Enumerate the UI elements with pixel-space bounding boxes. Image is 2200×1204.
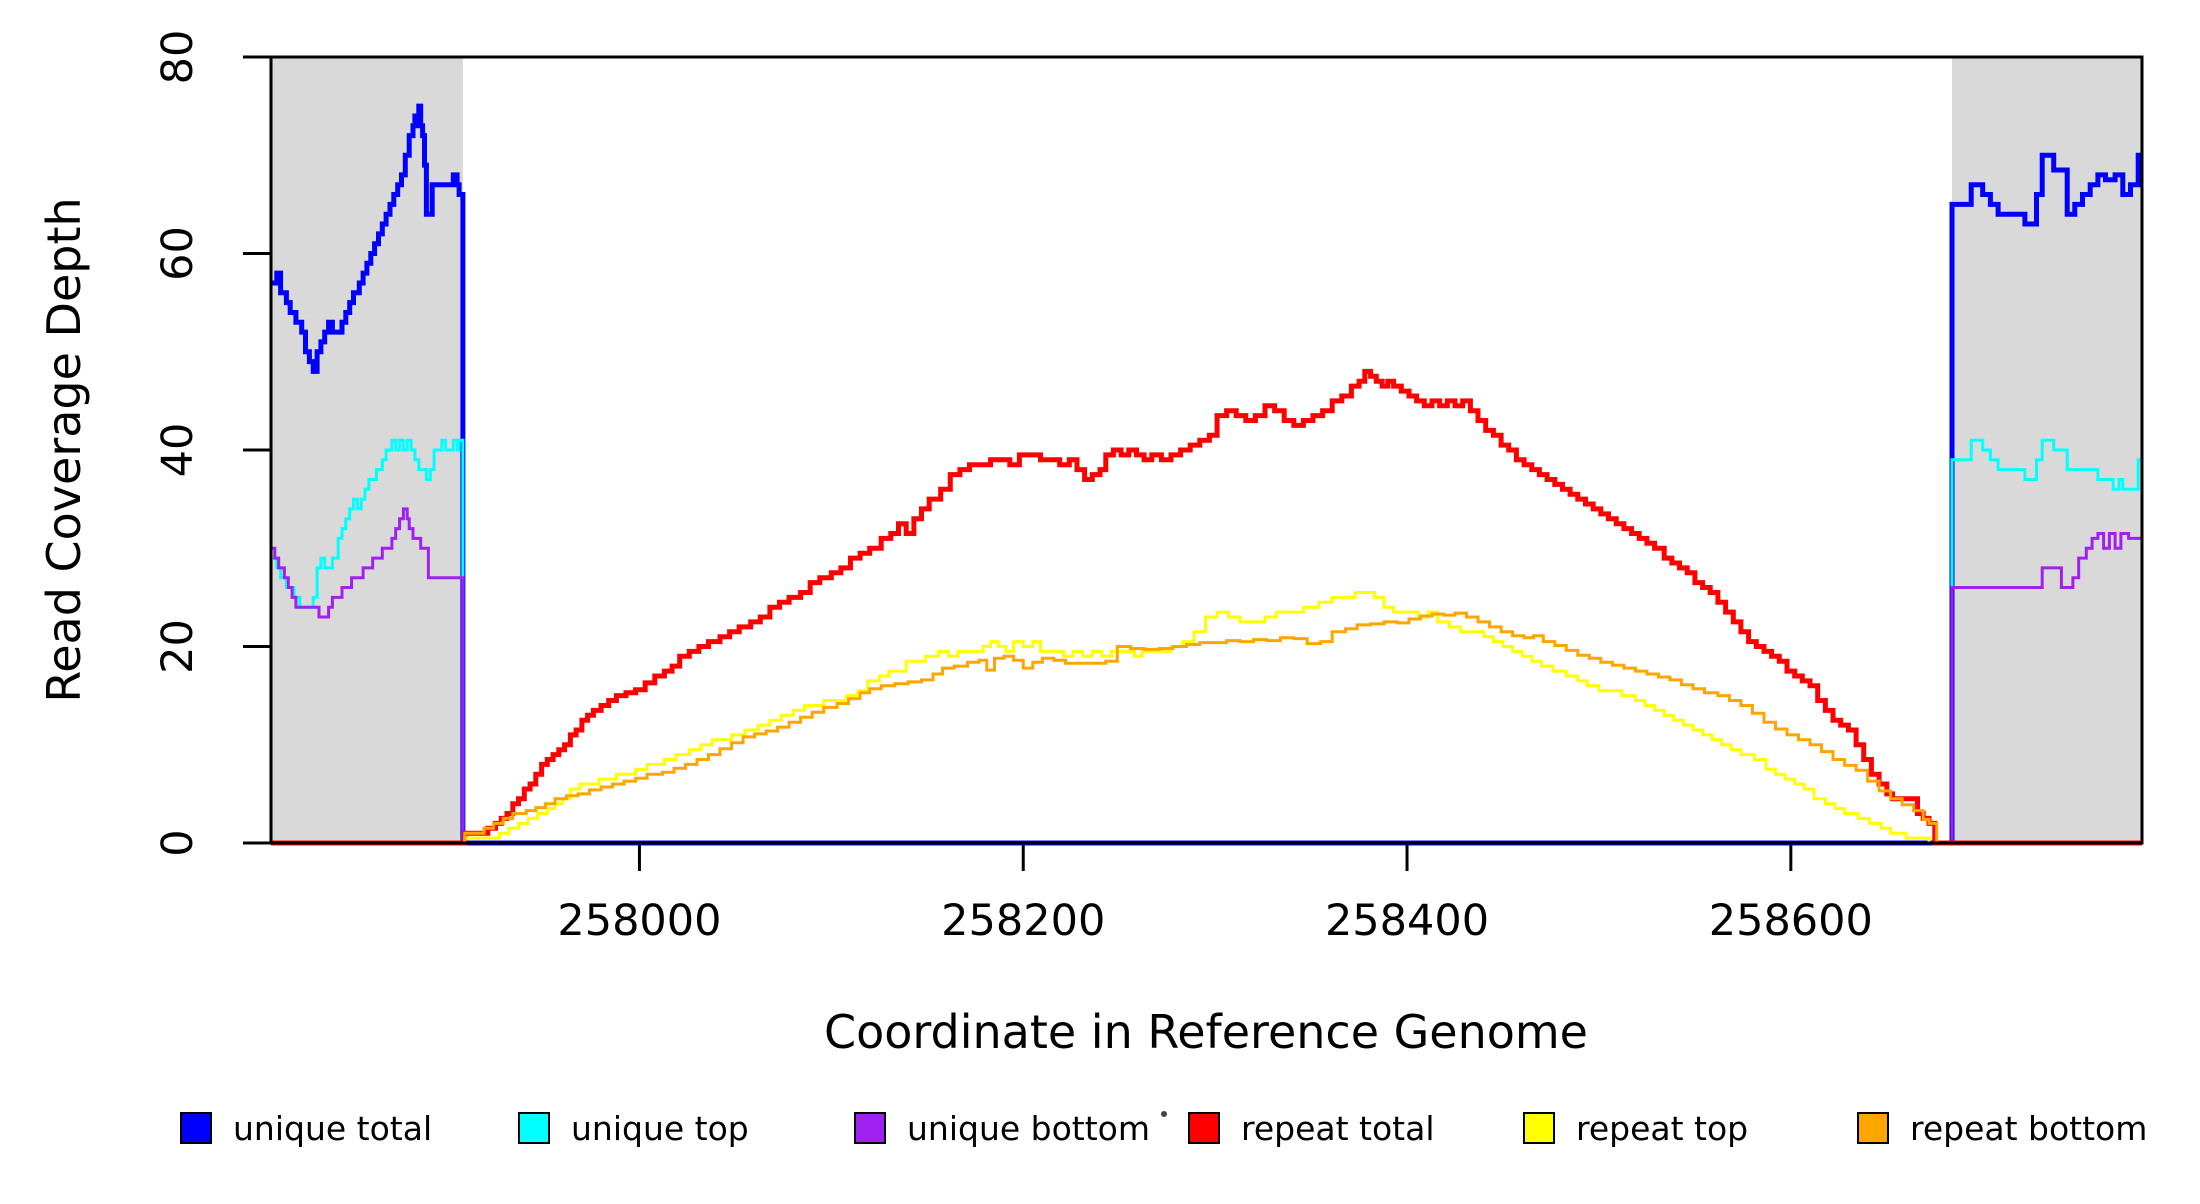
series-unique-total-line (271, 103, 2142, 846)
legend-swatch-unique-total (180, 1112, 212, 1144)
legend-swatch-unique-bottom (854, 1112, 886, 1144)
y-tick-label-40: 40 (153, 423, 203, 478)
legend-label-unique-bottom: unique bottom (907, 1109, 1150, 1148)
legend-item-unique-top: unique top (518, 1109, 749, 1148)
x-tick-label-258200: 258200 (941, 896, 1105, 946)
series-repeat-bottom-line (271, 611, 2142, 845)
series-repeat-total-line (271, 368, 2142, 846)
legend-item-unique-total: unique total (180, 1109, 432, 1148)
y-tick-label-20: 20 (153, 619, 203, 674)
y-axis-title: Read Coverage Depth (37, 197, 91, 702)
x-tick-label-258400: 258400 (1325, 896, 1489, 946)
legend-label-repeat-bottom: repeat bottom (1910, 1109, 2147, 1148)
legend-swatch-repeat-bottom (1857, 1112, 1889, 1144)
data-series (271, 103, 2142, 846)
legend-swatch-unique-top (518, 1112, 550, 1144)
legend-label-repeat-top: repeat top (1576, 1109, 1748, 1148)
legend-item-unique-bottom: unique bottom (854, 1109, 1150, 1148)
x-axis-title: Coordinate in Reference Genome (824, 1005, 1588, 1059)
stray-dot-artifact (1161, 1111, 1167, 1117)
x-tick-label-258600: 258600 (1709, 896, 1873, 946)
series-unique-top-line (271, 438, 2142, 845)
legend-swatch-repeat-total (1188, 1112, 1220, 1144)
legend-swatch-repeat-top (1523, 1112, 1555, 1144)
legend-label-unique-top: unique top (571, 1109, 749, 1148)
legend-label-repeat-total: repeat total (1241, 1109, 1435, 1148)
axis-ticks: 258000 258200 258400 258600 0 20 40 60 80 (153, 30, 1873, 946)
series-repeat-top-line (271, 591, 2142, 845)
legend-item-repeat-bottom: repeat bottom (1857, 1109, 2147, 1148)
x-tick-label-258000: 258000 (557, 896, 721, 946)
plot-border-box (269, 55, 2144, 845)
y-tick-label-0: 0 (153, 829, 203, 856)
y-tick-label-60: 60 (153, 226, 203, 281)
shaded-repeat-regions (271, 57, 2142, 843)
legend-item-repeat-top: repeat top (1523, 1109, 1748, 1148)
legend-label-unique-total: unique total (233, 1109, 432, 1148)
legend: unique total unique top unique bottom repea… (180, 1109, 2147, 1148)
y-tick-label-80: 80 (153, 30, 203, 85)
legend-item-repeat-total: repeat total (1188, 1109, 1435, 1148)
series-unique-bottom-line (271, 507, 2142, 845)
